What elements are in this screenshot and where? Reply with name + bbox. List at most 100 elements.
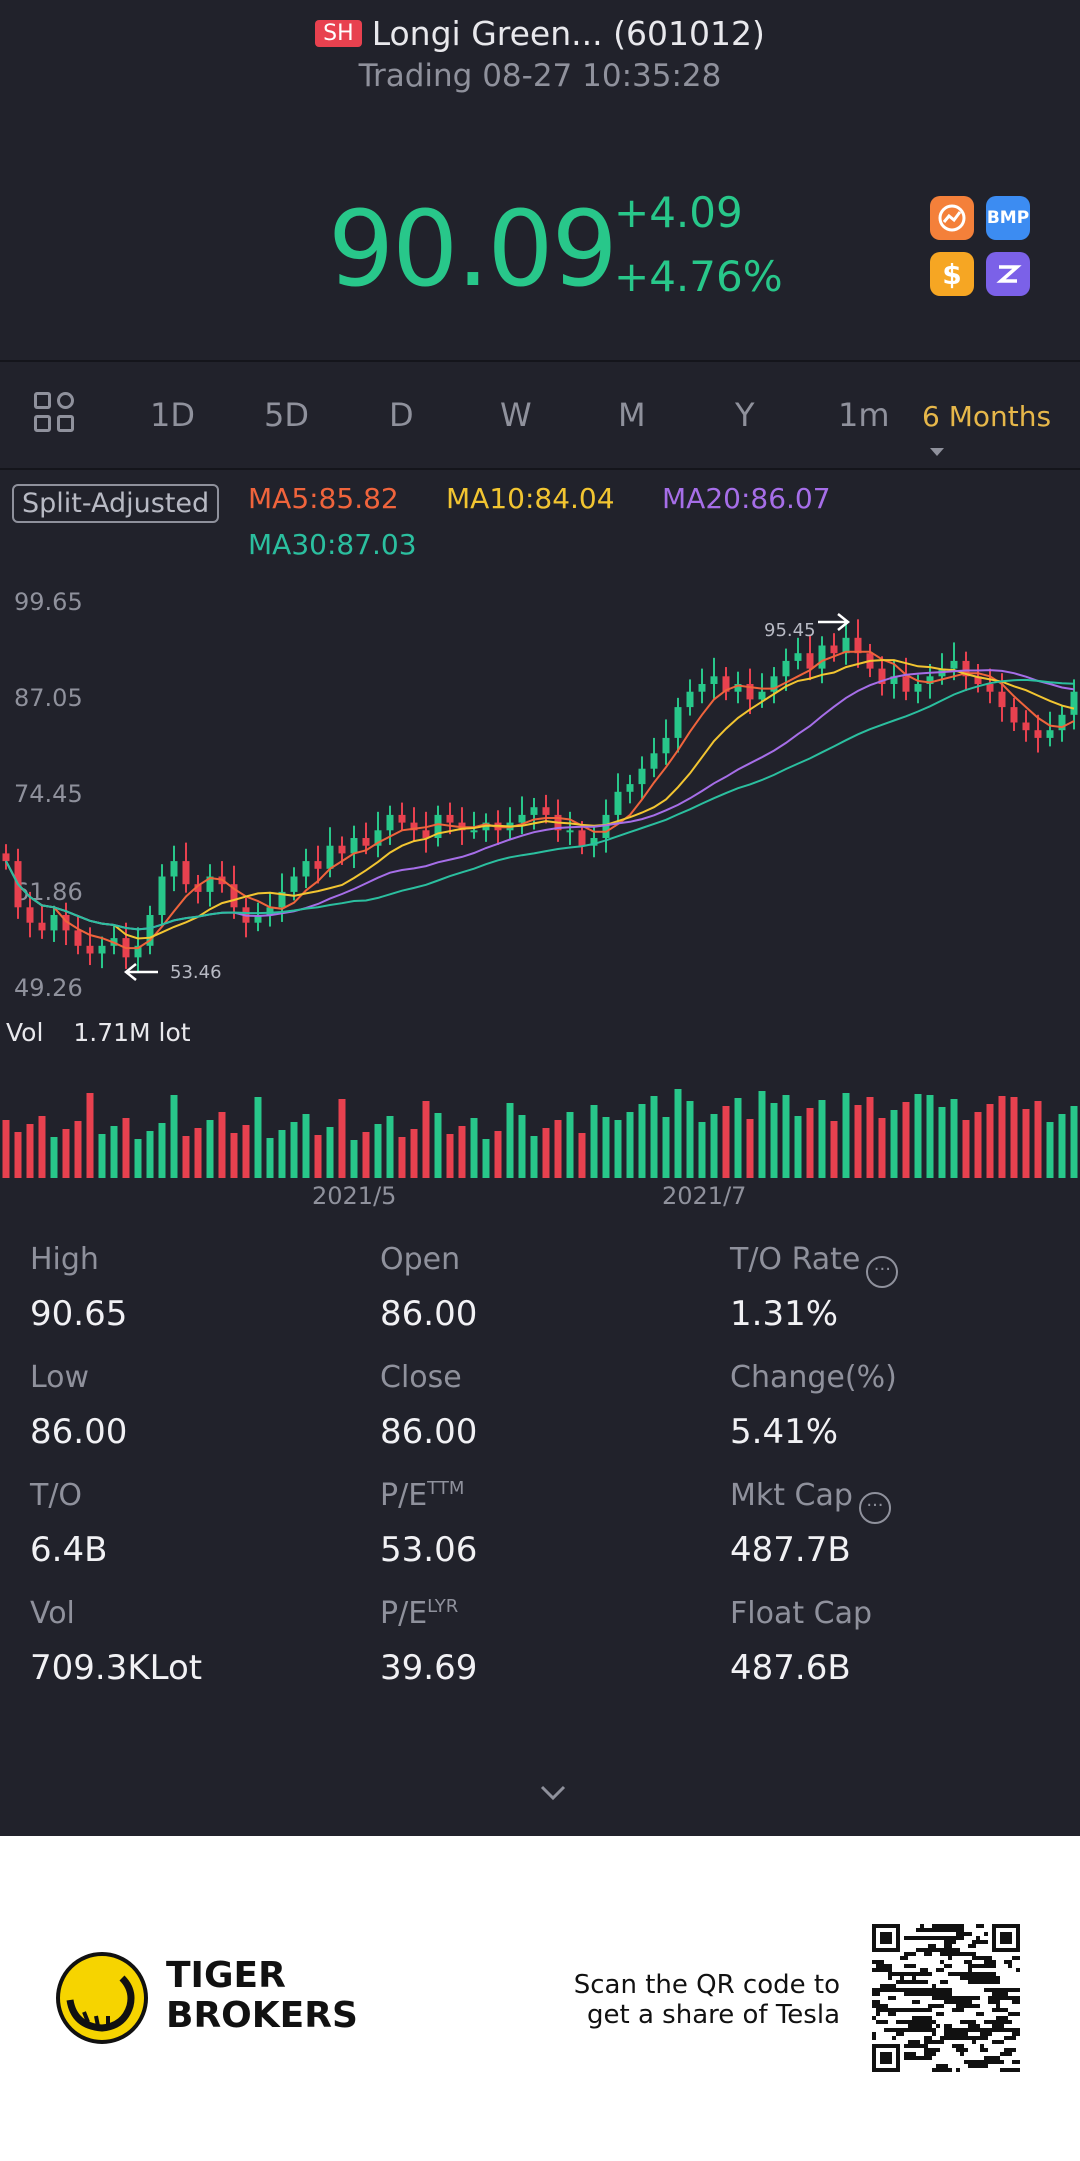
volume-chart[interactable] (0, 1050, 1080, 1178)
volume-bar (482, 1139, 490, 1178)
volume-bar (998, 1096, 1006, 1178)
volume-bar (722, 1106, 730, 1178)
candle (422, 811, 430, 853)
last-price: 90.09 (328, 188, 618, 310)
candle (782, 648, 790, 691)
candle (926, 663, 934, 699)
candle (62, 902, 70, 946)
candle (86, 927, 94, 966)
stat-value: 86.00 (380, 1412, 478, 1452)
bmp-label: BMP (986, 208, 1030, 228)
grid-icon[interactable] (34, 392, 78, 436)
tab-y[interactable]: Y (735, 396, 755, 434)
candle (350, 825, 358, 869)
candle (2, 844, 10, 870)
stat-label: T/O Rate ··· (730, 1242, 899, 1288)
volume-bar (818, 1100, 826, 1178)
split-adjusted-button[interactable]: Split-Adjusted (12, 484, 220, 523)
y-tick: 99.65 (14, 588, 83, 616)
bmp-icon[interactable]: BMP (986, 196, 1030, 240)
volume-label: Vol 1.71M lot (6, 1018, 191, 1047)
candle (1022, 710, 1030, 742)
tab-d[interactable]: D (389, 396, 414, 434)
candle (146, 905, 154, 955)
y-tick: 74.45 (14, 780, 83, 808)
volume-bar (842, 1093, 850, 1178)
volume-bar (458, 1126, 466, 1178)
candle (518, 796, 526, 835)
volume-bar (290, 1122, 298, 1178)
z-icon[interactable] (986, 252, 1030, 296)
exchange-badge: SH (315, 20, 362, 47)
candle (362, 822, 370, 855)
tab-1d[interactable]: 1D (150, 396, 195, 434)
volume-bar (662, 1117, 670, 1178)
volume-bar (974, 1112, 982, 1178)
volume-bar (746, 1119, 754, 1178)
candle (110, 925, 118, 955)
candle (218, 861, 226, 893)
tab-1m[interactable]: 1m (838, 396, 890, 434)
price-chart[interactable]: 95.45 53.46 (0, 580, 1080, 1000)
tab-6-months[interactable]: 6 Months (922, 400, 1080, 466)
candle (662, 719, 670, 765)
stat-value: 5.41% (730, 1412, 839, 1452)
candle (470, 811, 478, 839)
candle (950, 642, 958, 681)
ma10-line (5, 659, 1075, 940)
volume-bar (554, 1120, 562, 1178)
stat-value: 53.06 (380, 1530, 478, 1570)
ma10-value: MA10:84.04 (446, 482, 615, 515)
ma5-line (5, 650, 1075, 950)
volume-bar (26, 1124, 34, 1178)
volume-bar (494, 1131, 502, 1178)
volume-bar (2, 1120, 10, 1178)
volume-bar (446, 1134, 454, 1178)
brand-line-2: BROKERS (166, 1995, 358, 2036)
volume-bar (638, 1104, 646, 1178)
low-annotation: 53.46 (170, 962, 222, 983)
volume-bar (422, 1101, 430, 1178)
stat-label: Open (380, 1242, 461, 1277)
candle (914, 674, 922, 704)
dollar-icon[interactable]: $ (930, 252, 974, 296)
volume-bar (950, 1099, 958, 1178)
volume-bar (926, 1095, 934, 1178)
candle (746, 668, 754, 715)
scan-text: Scan the QR code to get a share of Tesla (560, 1970, 840, 2030)
more-info-icon[interactable]: ··· (866, 1256, 899, 1288)
tab-m[interactable]: M (618, 396, 646, 434)
candle (566, 811, 574, 845)
volume-bar (878, 1118, 886, 1178)
chart-app-icon[interactable] (930, 196, 974, 240)
ma5-value: MA5:85.82 (248, 482, 399, 515)
ma30-line (5, 678, 1075, 931)
volume-bar (806, 1108, 814, 1178)
tab-5d[interactable]: 5D (264, 396, 309, 434)
stat-label: T/O (30, 1478, 83, 1513)
volume-bar (86, 1093, 94, 1178)
candle (890, 660, 898, 699)
candle (410, 807, 418, 842)
volume-bar (74, 1121, 82, 1178)
candle (1058, 705, 1066, 742)
arrow-left-icon (123, 963, 158, 981)
volume-bar (338, 1099, 346, 1178)
stock-title[interactable]: SH Longi Green... (601012) (0, 14, 1080, 53)
tab-w[interactable]: W (500, 396, 532, 434)
candle (806, 634, 814, 681)
candle (26, 891, 34, 938)
caret-down-icon (930, 448, 944, 456)
volume-bar (1010, 1097, 1018, 1178)
candle (482, 813, 490, 842)
chevron-down-icon[interactable] (536, 1776, 570, 1810)
candle (398, 802, 406, 832)
volume-bar (506, 1103, 514, 1178)
candle (170, 845, 178, 892)
trading-status: Trading 08-27 10:35:28 (358, 58, 722, 94)
candle (386, 805, 394, 845)
candle (734, 671, 742, 704)
more-info-icon[interactable]: ··· (858, 1492, 891, 1524)
volume-bar (314, 1135, 322, 1178)
volume-bar (350, 1140, 358, 1178)
